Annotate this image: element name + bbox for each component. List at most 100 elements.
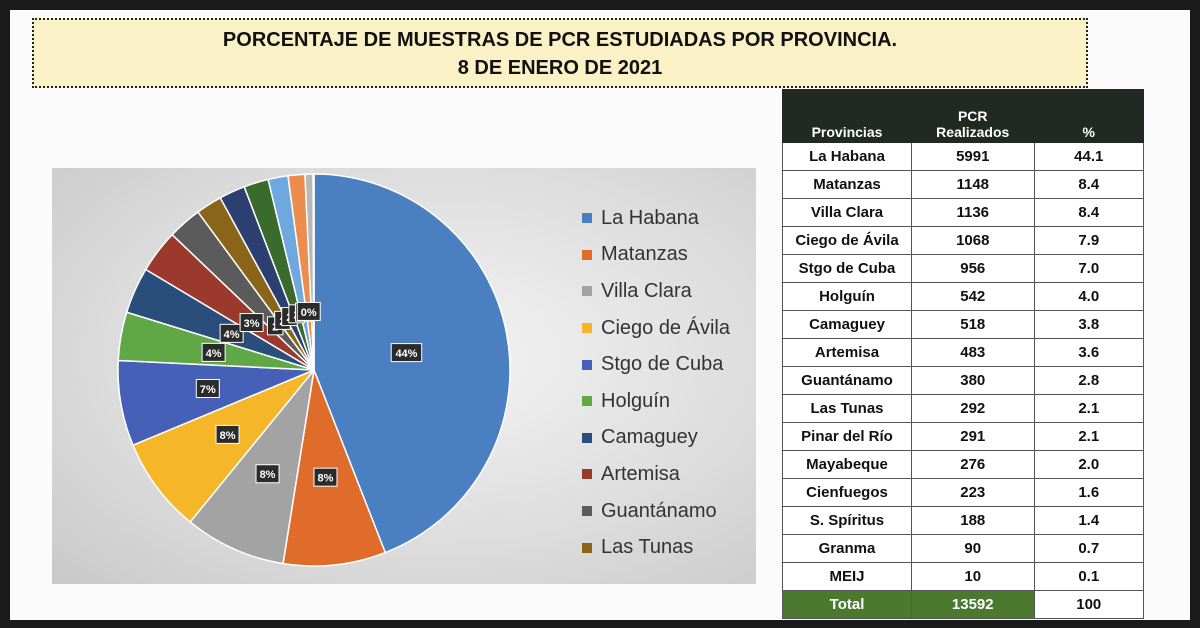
cell-percent: 7.0 [1033, 254, 1144, 283]
table-total-row: Total 13592 100 [782, 590, 1144, 619]
svg-text:44%: 44% [395, 348, 417, 360]
header-pcr-line1: PCR [957, 108, 988, 124]
cell-pcr: 518 [911, 310, 1035, 339]
cell-provincia: Mayabeque [782, 450, 912, 479]
legend-label: Matanzas [601, 243, 688, 266]
cell-percent: 44.1 [1033, 142, 1144, 171]
cell-percent: 0.1 [1033, 562, 1144, 591]
page-subtitle: 8 DE ENERO DE 2021 [457, 57, 663, 79]
legend-item: Holguín [582, 383, 752, 420]
legend-item: La Habana [582, 200, 752, 237]
svg-text:4%: 4% [206, 348, 222, 360]
table-header-row: Provincias PCR Realizados % [782, 89, 1144, 143]
cell-percent: 2.8 [1033, 366, 1144, 395]
legend-swatch [582, 506, 592, 517]
cell-pcr: 380 [911, 366, 1035, 395]
header-provincias-label: Provincias [811, 124, 883, 140]
table-row: Las Tunas 292 2.1 [782, 394, 1144, 423]
cell-provincia: MEIJ [782, 562, 912, 591]
title-box: PORCENTAJE DE MUESTRAS DE PCR ESTUDIADAS… [32, 18, 1088, 88]
cell-pcr: 956 [911, 254, 1035, 283]
cell-provincia: La Habana [782, 142, 912, 171]
slice-data-label: 8% [215, 424, 240, 444]
cell-pcr: 10 [911, 562, 1035, 591]
pie-slice [313, 173, 511, 554]
legend-swatch [582, 249, 592, 260]
slice-data-label: 44% [390, 343, 423, 363]
cell-provincia: Villa Clara [782, 198, 912, 227]
header-percent-label: % [1082, 124, 1095, 140]
cell-pcr: 483 [911, 338, 1035, 367]
cell-pcr: 1068 [911, 226, 1035, 255]
table-row: Guantánamo 380 2.8 [782, 366, 1144, 395]
pie-slice [312, 173, 315, 371]
svg-text:0%: 0% [301, 307, 317, 319]
cell-pcr: 223 [911, 478, 1035, 507]
legend-item: Guantánamo [582, 493, 752, 530]
svg-text:8%: 8% [318, 473, 334, 485]
cell-percent: 4.0 [1033, 282, 1144, 311]
legend-item: Stgo de Cuba [582, 346, 752, 383]
cell-pcr: 542 [911, 282, 1035, 311]
pie-slice [131, 369, 315, 524]
table-row: Camaguey 518 3.8 [782, 310, 1144, 339]
cell-pcr: 291 [911, 422, 1035, 451]
table-row: Stgo de Cuba 956 7.0 [782, 254, 1144, 283]
cell-provincia: Holguín [782, 282, 912, 311]
legend-item: Villa Clara [582, 273, 752, 310]
cell-provincia: Guantánamo [782, 366, 912, 395]
table-row: Ciego de Ávila 1068 7.9 [782, 226, 1144, 255]
table-row: La Habana 5991 44.1 [782, 142, 1144, 171]
header-pcr-line2: Realizados [936, 124, 1010, 140]
svg-text:7%: 7% [200, 384, 216, 396]
cell-percent: 2.0 [1033, 450, 1144, 479]
legend-swatch [582, 213, 592, 224]
legend-label: Stgo de Cuba [601, 353, 724, 376]
legend-swatch [582, 323, 592, 334]
cell-pcr: 5991 [911, 142, 1035, 171]
slice-data-label: 4% [201, 342, 226, 362]
slice-data-label: 8% [255, 464, 280, 484]
chart-legend: La Habana Matanzas Villa Clara Ciego de Ávi… [582, 200, 752, 566]
cell-pcr: 188 [911, 506, 1035, 535]
cell-provincia: Las Tunas [782, 394, 912, 423]
legend-swatch [582, 286, 592, 297]
cell-pcr: 1136 [911, 198, 1035, 227]
legend-label: Guantánamo [601, 499, 717, 522]
legend-label: Las Tunas [601, 536, 694, 559]
legend-item: Artemisa [582, 456, 752, 493]
cell-provincia: Matanzas [782, 170, 912, 199]
cell-provincia: Granma [782, 534, 912, 563]
legend-label: Ciego de Ávila [601, 316, 730, 339]
cell-percent: 1.6 [1033, 478, 1144, 507]
cell-total-label: Total [782, 590, 912, 619]
cell-provincia: Pinar del Río [782, 422, 912, 451]
legend-swatch [582, 432, 592, 443]
cell-provincia: Camaguey [782, 310, 912, 339]
cell-percent: 7.9 [1033, 226, 1144, 255]
svg-text:3%: 3% [244, 318, 260, 330]
header-percent: % [1033, 89, 1144, 143]
table-row: Artemisa 483 3.6 [782, 338, 1144, 367]
legend-item: Matanzas [582, 237, 752, 274]
cell-percent: 2.1 [1033, 422, 1144, 451]
legend-label: Camaguey [601, 426, 698, 449]
table-row: Pinar del Río 291 2.1 [782, 422, 1144, 451]
legend-item: Camaguey [582, 420, 752, 457]
legend-label: Holguín [601, 389, 670, 412]
cell-percent: 3.6 [1033, 338, 1144, 367]
legend-label: Artemisa [601, 462, 680, 485]
cell-percent: 0.7 [1033, 534, 1144, 563]
cell-provincia: Cienfuegos [782, 478, 912, 507]
pie-chart: 44%8%8%8%7%4%4%3%222220% [117, 173, 511, 567]
slice-data-label: 0% [296, 301, 321, 321]
legend-item: Ciego de Ávila [582, 310, 752, 347]
table-row: S. Spíritus 188 1.4 [782, 506, 1144, 535]
cell-provincia: Artemisa [782, 338, 912, 367]
pcr-table: Provincias PCR Realizados % La Habana 5991… [782, 89, 1144, 619]
pie-slice [189, 367, 316, 565]
cell-percent: 2.1 [1033, 394, 1144, 423]
table-row: Holguín 542 4.0 [782, 282, 1144, 311]
cell-pcr: 90 [911, 534, 1035, 563]
legend-swatch [582, 396, 592, 407]
